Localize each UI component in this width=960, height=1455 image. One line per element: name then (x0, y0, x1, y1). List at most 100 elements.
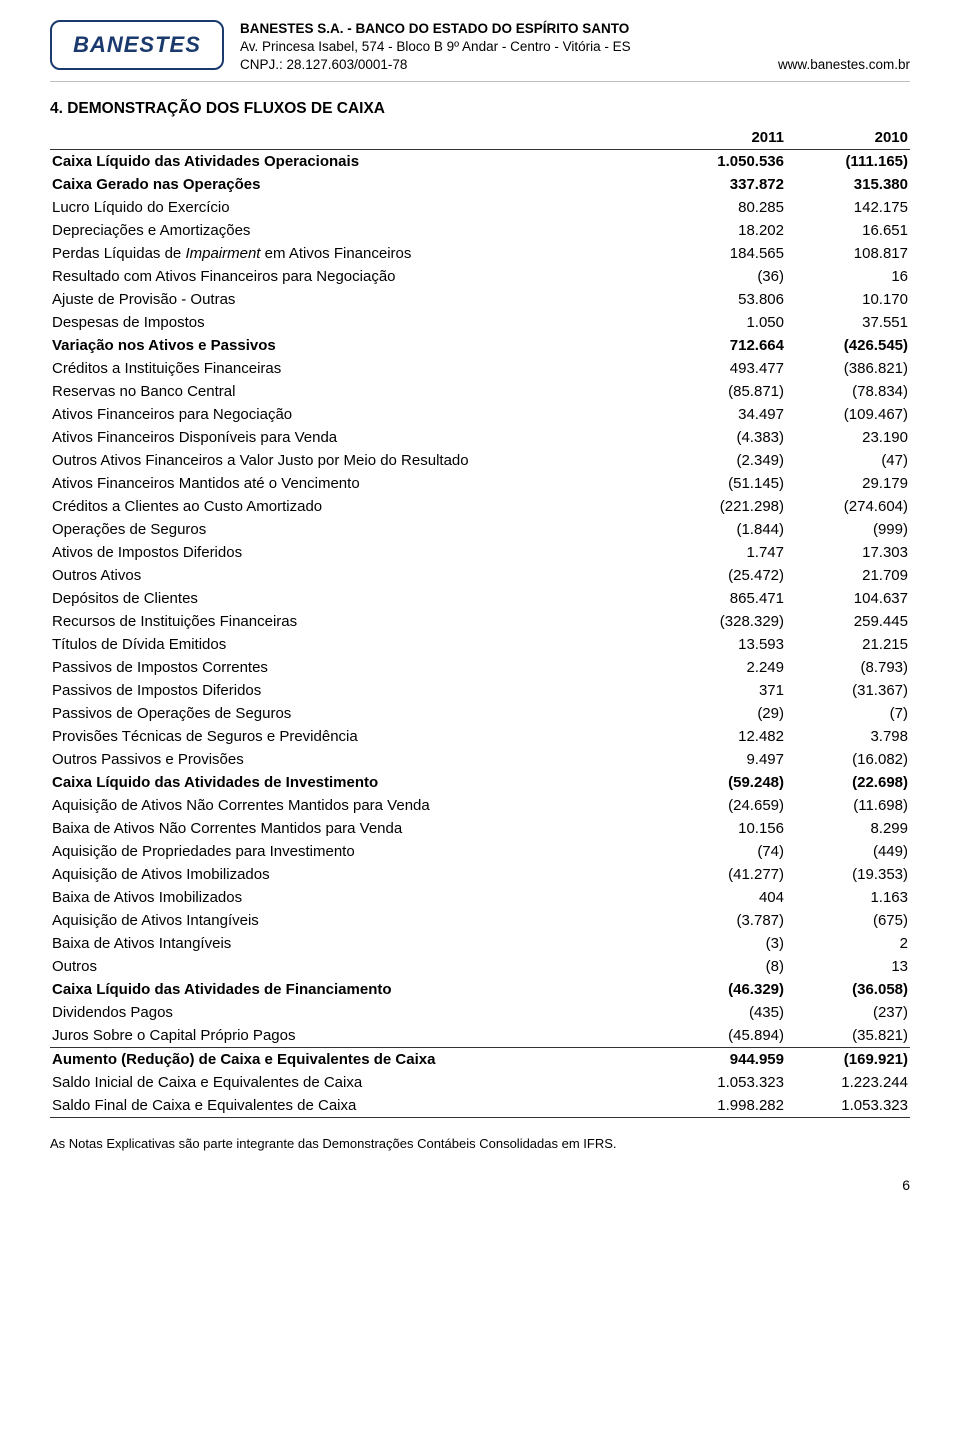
row-value-2010: (111.165) (786, 149, 910, 173)
row-value-2011: (2.349) (662, 449, 786, 472)
header-website: www.banestes.com.br (778, 56, 910, 74)
row-label: Variação nos Ativos e Passivos (50, 334, 662, 357)
header-text: BANESTES S.A. - BANCO DO ESTADO DO ESPÍR… (240, 20, 910, 75)
header-title: BANESTES S.A. - BANCO DO ESTADO DO ESPÍR… (240, 20, 910, 38)
row-value-2010: 3.798 (786, 725, 910, 748)
row-value-2011: (25.472) (662, 564, 786, 587)
table-row: Ajuste de Provisão - Outras53.80610.170 (50, 288, 910, 311)
row-label: Provisões Técnicas de Seguros e Previdên… (50, 725, 662, 748)
page-number: 6 (50, 1177, 910, 1193)
row-value-2010: 13 (786, 955, 910, 978)
row-value-2011: (59.248) (662, 771, 786, 794)
row-value-2010: (8.793) (786, 656, 910, 679)
row-label: Aquisição de Ativos Não Correntes Mantid… (50, 794, 662, 817)
row-value-2010: 1.163 (786, 886, 910, 909)
row-value-2011: 184.565 (662, 242, 786, 265)
table-row: Baixa de Ativos Não Correntes Mantidos p… (50, 817, 910, 840)
row-value-2010: 315.380 (786, 173, 910, 196)
cashflow-table: 2011 2010 Caixa Líquido das Atividades O… (50, 126, 910, 1118)
table-row: Passivos de Impostos Correntes2.249(8.79… (50, 656, 910, 679)
table-header-year2: 2010 (786, 126, 910, 150)
row-label: Outros Passivos e Provisões (50, 748, 662, 771)
row-value-2011: 18.202 (662, 219, 786, 242)
row-value-2011: 1.053.323 (662, 1071, 786, 1094)
header-divider (50, 81, 910, 82)
row-label: Caixa Líquido das Atividades de Investim… (50, 771, 662, 794)
row-value-2011: 12.482 (662, 725, 786, 748)
table-row: Outros Ativos Financeiros a Valor Justo … (50, 449, 910, 472)
row-value-2010: (426.545) (786, 334, 910, 357)
table-row: Passivos de Impostos Diferidos371(31.367… (50, 679, 910, 702)
table-row: Créditos a Instituições Financeiras493.4… (50, 357, 910, 380)
row-label: Ativos Financeiros Disponíveis para Vend… (50, 426, 662, 449)
row-label: Despesas de Impostos (50, 311, 662, 334)
row-value-2010: (169.921) (786, 1047, 910, 1071)
table-row: Saldo Inicial de Caixa e Equivalentes de… (50, 1071, 910, 1094)
row-value-2010: (999) (786, 518, 910, 541)
row-label: Baixa de Ativos Não Correntes Mantidos p… (50, 817, 662, 840)
table-row: Aquisição de Propriedades para Investime… (50, 840, 910, 863)
row-value-2011: (85.871) (662, 380, 786, 403)
header-bottom: CNPJ.: 28.127.603/0001-78 www.banestes.c… (240, 56, 910, 74)
row-value-2011: 53.806 (662, 288, 786, 311)
row-value-2011: (435) (662, 1001, 786, 1024)
section-title: 4. DEMONSTRAÇÃO DOS FLUXOS DE CAIXA (50, 100, 910, 118)
table-row: Baixa de Ativos Imobilizados4041.163 (50, 886, 910, 909)
row-value-2010: 16.651 (786, 219, 910, 242)
row-value-2010: (449) (786, 840, 910, 863)
table-row: Perdas Líquidas de Impairment em Ativos … (50, 242, 910, 265)
row-label: Títulos de Dívida Emitidos (50, 633, 662, 656)
row-value-2011: 493.477 (662, 357, 786, 380)
row-value-2010: (274.604) (786, 495, 910, 518)
row-value-2011: (41.277) (662, 863, 786, 886)
row-value-2010: 8.299 (786, 817, 910, 840)
row-value-2011: (24.659) (662, 794, 786, 817)
row-label: Recursos de Instituições Financeiras (50, 610, 662, 633)
row-label: Aumento (Redução) de Caixa e Equivalente… (50, 1047, 662, 1071)
table-row: Dividendos Pagos(435)(237) (50, 1001, 910, 1024)
row-value-2011: (3) (662, 932, 786, 955)
row-value-2011: 1.747 (662, 541, 786, 564)
row-value-2010: (237) (786, 1001, 910, 1024)
table-row: Outros Passivos e Provisões9.497(16.082) (50, 748, 910, 771)
row-value-2010: (19.353) (786, 863, 910, 886)
row-label: Aquisição de Ativos Imobilizados (50, 863, 662, 886)
table-row: Operações de Seguros(1.844)(999) (50, 518, 910, 541)
row-label: Outros Ativos (50, 564, 662, 587)
row-value-2011: (51.145) (662, 472, 786, 495)
row-value-2010: (36.058) (786, 978, 910, 1001)
table-row: Outros Ativos(25.472)21.709 (50, 564, 910, 587)
table-row: Caixa Líquido das Atividades Operacionai… (50, 149, 910, 173)
row-value-2010: 1.223.244 (786, 1071, 910, 1094)
row-value-2011: (3.787) (662, 909, 786, 932)
row-label: Caixa Líquido das Atividades de Financia… (50, 978, 662, 1001)
row-label: Aquisição de Ativos Intangíveis (50, 909, 662, 932)
row-label: Créditos a Clientes ao Custo Amortizado (50, 495, 662, 518)
table-row: Resultado com Ativos Financeiros para Ne… (50, 265, 910, 288)
row-value-2011: (74) (662, 840, 786, 863)
table-row: Ativos Financeiros para Negociação34.497… (50, 403, 910, 426)
row-label: Perdas Líquidas de Impairment em Ativos … (50, 242, 662, 265)
table-body: Caixa Líquido das Atividades Operacionai… (50, 149, 910, 1117)
logo-text: BANESTES (73, 32, 201, 58)
row-value-2010: (22.698) (786, 771, 910, 794)
row-label: Saldo Final de Caixa e Equivalentes de C… (50, 1094, 662, 1118)
row-value-2011: 944.959 (662, 1047, 786, 1071)
table-row: Ativos Financeiros Disponíveis para Vend… (50, 426, 910, 449)
row-label: Depreciações e Amortizações (50, 219, 662, 242)
row-label: Caixa Gerado nas Operações (50, 173, 662, 196)
row-label: Lucro Líquido do Exercício (50, 196, 662, 219)
page-header: BANESTES BANESTES S.A. - BANCO DO ESTADO… (50, 20, 910, 75)
row-value-2011: 34.497 (662, 403, 786, 426)
table-row: Outros(8)13 (50, 955, 910, 978)
row-value-2010: 21.215 (786, 633, 910, 656)
row-value-2010: (675) (786, 909, 910, 932)
row-label: Passivos de Impostos Diferidos (50, 679, 662, 702)
row-value-2010: (7) (786, 702, 910, 725)
table-row: Ativos Financeiros Mantidos até o Vencim… (50, 472, 910, 495)
table-row: Lucro Líquido do Exercício80.285142.175 (50, 196, 910, 219)
logo: BANESTES (50, 20, 224, 70)
row-label: Ativos Financeiros para Negociação (50, 403, 662, 426)
header-cnpj: CNPJ.: 28.127.603/0001-78 (240, 56, 407, 74)
row-value-2010: (16.082) (786, 748, 910, 771)
